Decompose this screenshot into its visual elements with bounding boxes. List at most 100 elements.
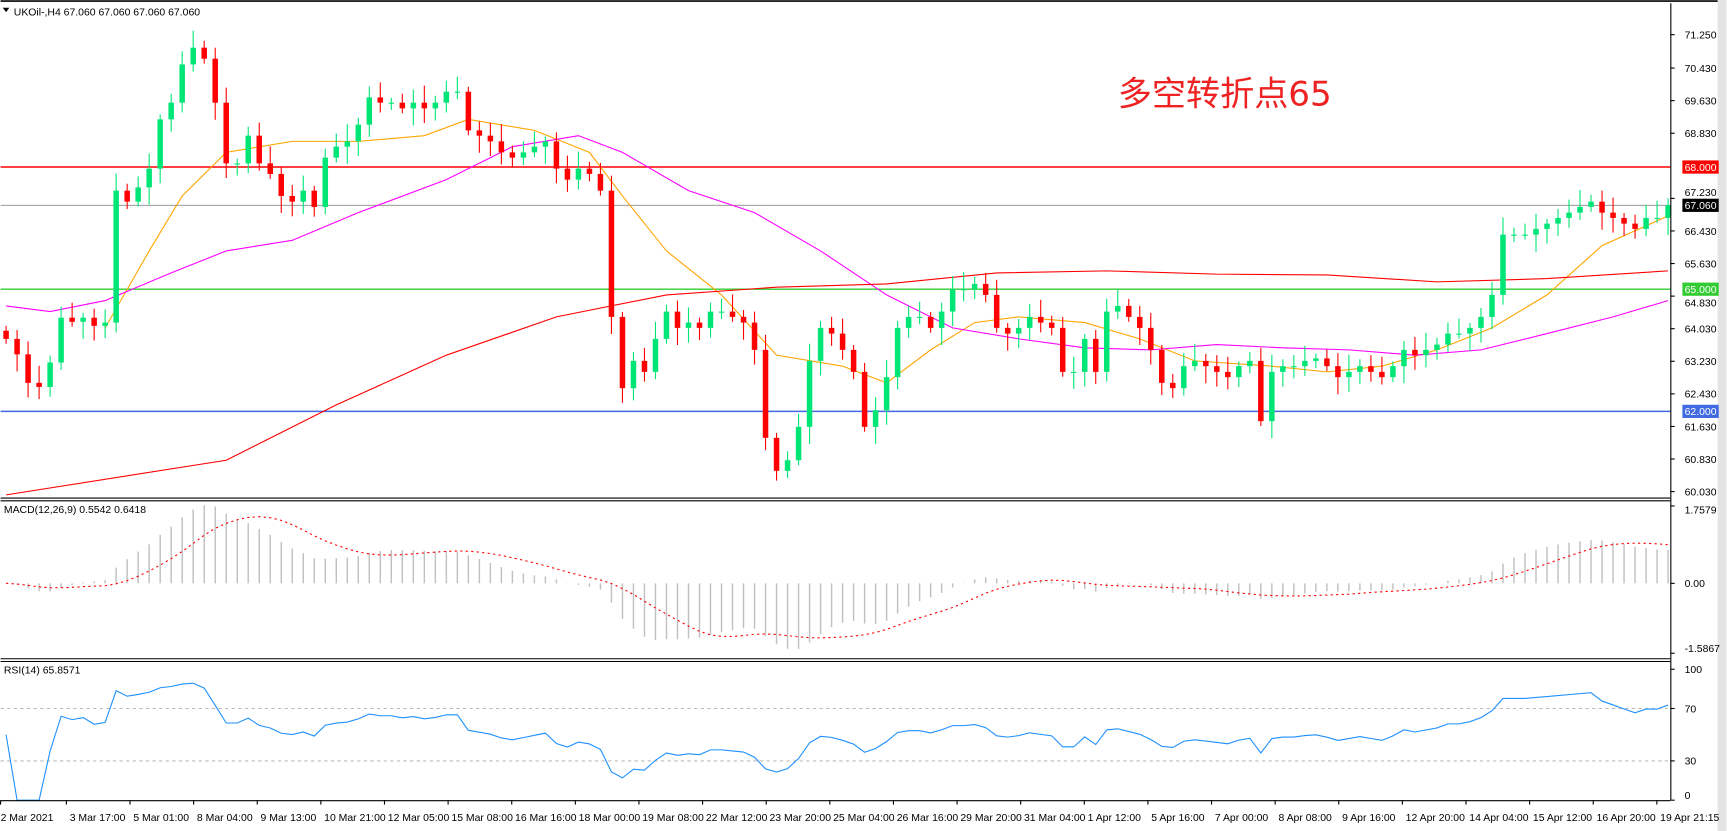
candle-body <box>971 283 978 290</box>
candle <box>300 175 307 214</box>
time-tick-label: 9 Apr 16:00 <box>1342 813 1396 824</box>
candle <box>1181 353 1187 396</box>
candle-body <box>113 190 119 323</box>
candle <box>1610 197 1616 233</box>
candle <box>212 47 218 120</box>
candle-body <box>586 168 593 174</box>
candle-body <box>1037 316 1044 323</box>
candle-body <box>1643 217 1649 229</box>
candle-body <box>91 317 97 326</box>
candle <box>916 301 923 325</box>
candle-body <box>234 163 240 165</box>
candle <box>146 153 152 205</box>
candle-body <box>47 362 53 387</box>
candle-body <box>366 97 373 125</box>
window-frame <box>1717 0 1727 831</box>
time-tick-label: 7 Apr 00:00 <box>1215 813 1269 824</box>
time-axis[interactable]: 2 Mar 2021 3 Mar 17:00 5 Mar 01:00 8 Mar 04… <box>0 800 1720 824</box>
candle-body <box>1445 333 1451 345</box>
candle-body <box>465 91 472 131</box>
candle <box>245 126 251 174</box>
candle-body <box>212 58 218 103</box>
candle-body <box>509 152 516 158</box>
candle-body <box>1092 338 1099 372</box>
candle-body <box>124 190 130 202</box>
macd-axis-label: -1.5867 <box>1685 644 1721 655</box>
candle-body <box>1390 366 1396 378</box>
moving-average-line <box>6 135 1669 356</box>
candle-body <box>1654 217 1660 220</box>
time-tick-label: 16 Apr 20:00 <box>1597 813 1656 824</box>
candle <box>1126 298 1132 322</box>
candle <box>1059 316 1066 377</box>
price-pane[interactable] <box>0 30 1671 496</box>
candle-body <box>1555 217 1561 224</box>
candle-body <box>850 349 857 372</box>
time-tick-label: 10 Mar 21:00 <box>324 813 386 824</box>
candle-body <box>641 360 648 372</box>
candle-body <box>1126 305 1132 317</box>
candle <box>443 80 450 113</box>
price-axis[interactable]: 71.250 70.430 69.630 68.830 67.230 66.430 65.6… <box>1670 31 1719 499</box>
candle <box>1445 322 1451 352</box>
price-tick-label: 70.430 <box>1685 64 1717 75</box>
candle <box>1555 208 1561 236</box>
candle <box>465 86 472 136</box>
candle-body <box>1181 366 1187 389</box>
candle-body <box>960 289 967 291</box>
candle <box>322 148 329 215</box>
candle <box>531 131 538 158</box>
time-tick-label: 5 Apr 16:00 <box>1151 813 1205 824</box>
candle-body <box>487 135 494 142</box>
candle-body <box>80 317 86 322</box>
candle-body <box>432 102 439 109</box>
triangle-down-icon[interactable] <box>2 7 10 13</box>
candle <box>674 300 681 345</box>
candle-body <box>1258 360 1264 422</box>
rsi-header: RSI(14) 65.8571 <box>4 666 81 677</box>
candle-body <box>630 360 637 389</box>
candle <box>333 133 340 163</box>
candle-body <box>1269 371 1275 422</box>
candle <box>938 302 945 345</box>
candle-body <box>1511 234 1517 236</box>
candle-body <box>476 130 483 136</box>
candle-body <box>1170 382 1176 389</box>
candle-body <box>916 316 923 318</box>
candle <box>1236 361 1242 387</box>
candle <box>1357 359 1363 385</box>
candle-body <box>1456 333 1462 335</box>
candle-body <box>69 317 75 322</box>
price-tick-label: 64.830 <box>1685 298 1717 309</box>
candle <box>839 318 846 360</box>
candle <box>1500 217 1506 305</box>
candle-body <box>410 102 417 109</box>
candle <box>949 276 956 327</box>
rsi-axis-label: 100 <box>1685 665 1703 676</box>
candle <box>113 173 119 333</box>
candle <box>1577 189 1583 220</box>
time-tick-label: 19 Apr 21:15 <box>1660 813 1719 824</box>
macd-pane[interactable] <box>6 505 1669 649</box>
candle <box>861 362 868 432</box>
candle-body <box>1070 371 1077 373</box>
time-tick-label: 12 Apr 20:00 <box>1406 813 1465 824</box>
candle <box>124 183 130 209</box>
rsi-pane[interactable] <box>0 682 1671 801</box>
candle <box>762 334 769 451</box>
candle-body <box>168 102 174 120</box>
candle <box>927 312 934 333</box>
candle-body <box>1522 234 1528 236</box>
candle-body <box>762 349 769 438</box>
price-badge-label: 65.000 <box>1685 285 1717 296</box>
candle-body <box>1357 366 1363 372</box>
candle-body <box>1059 327 1066 372</box>
price-badge-label: 68.000 <box>1685 163 1717 174</box>
macd-header: MACD(12,26,9) 0.5542 0.6418 <box>4 505 146 516</box>
macd-axis-label: 0.00 <box>1685 579 1706 590</box>
candle-body <box>1610 212 1616 218</box>
candle <box>520 141 527 165</box>
candle-body <box>982 283 989 295</box>
candle <box>278 167 285 214</box>
